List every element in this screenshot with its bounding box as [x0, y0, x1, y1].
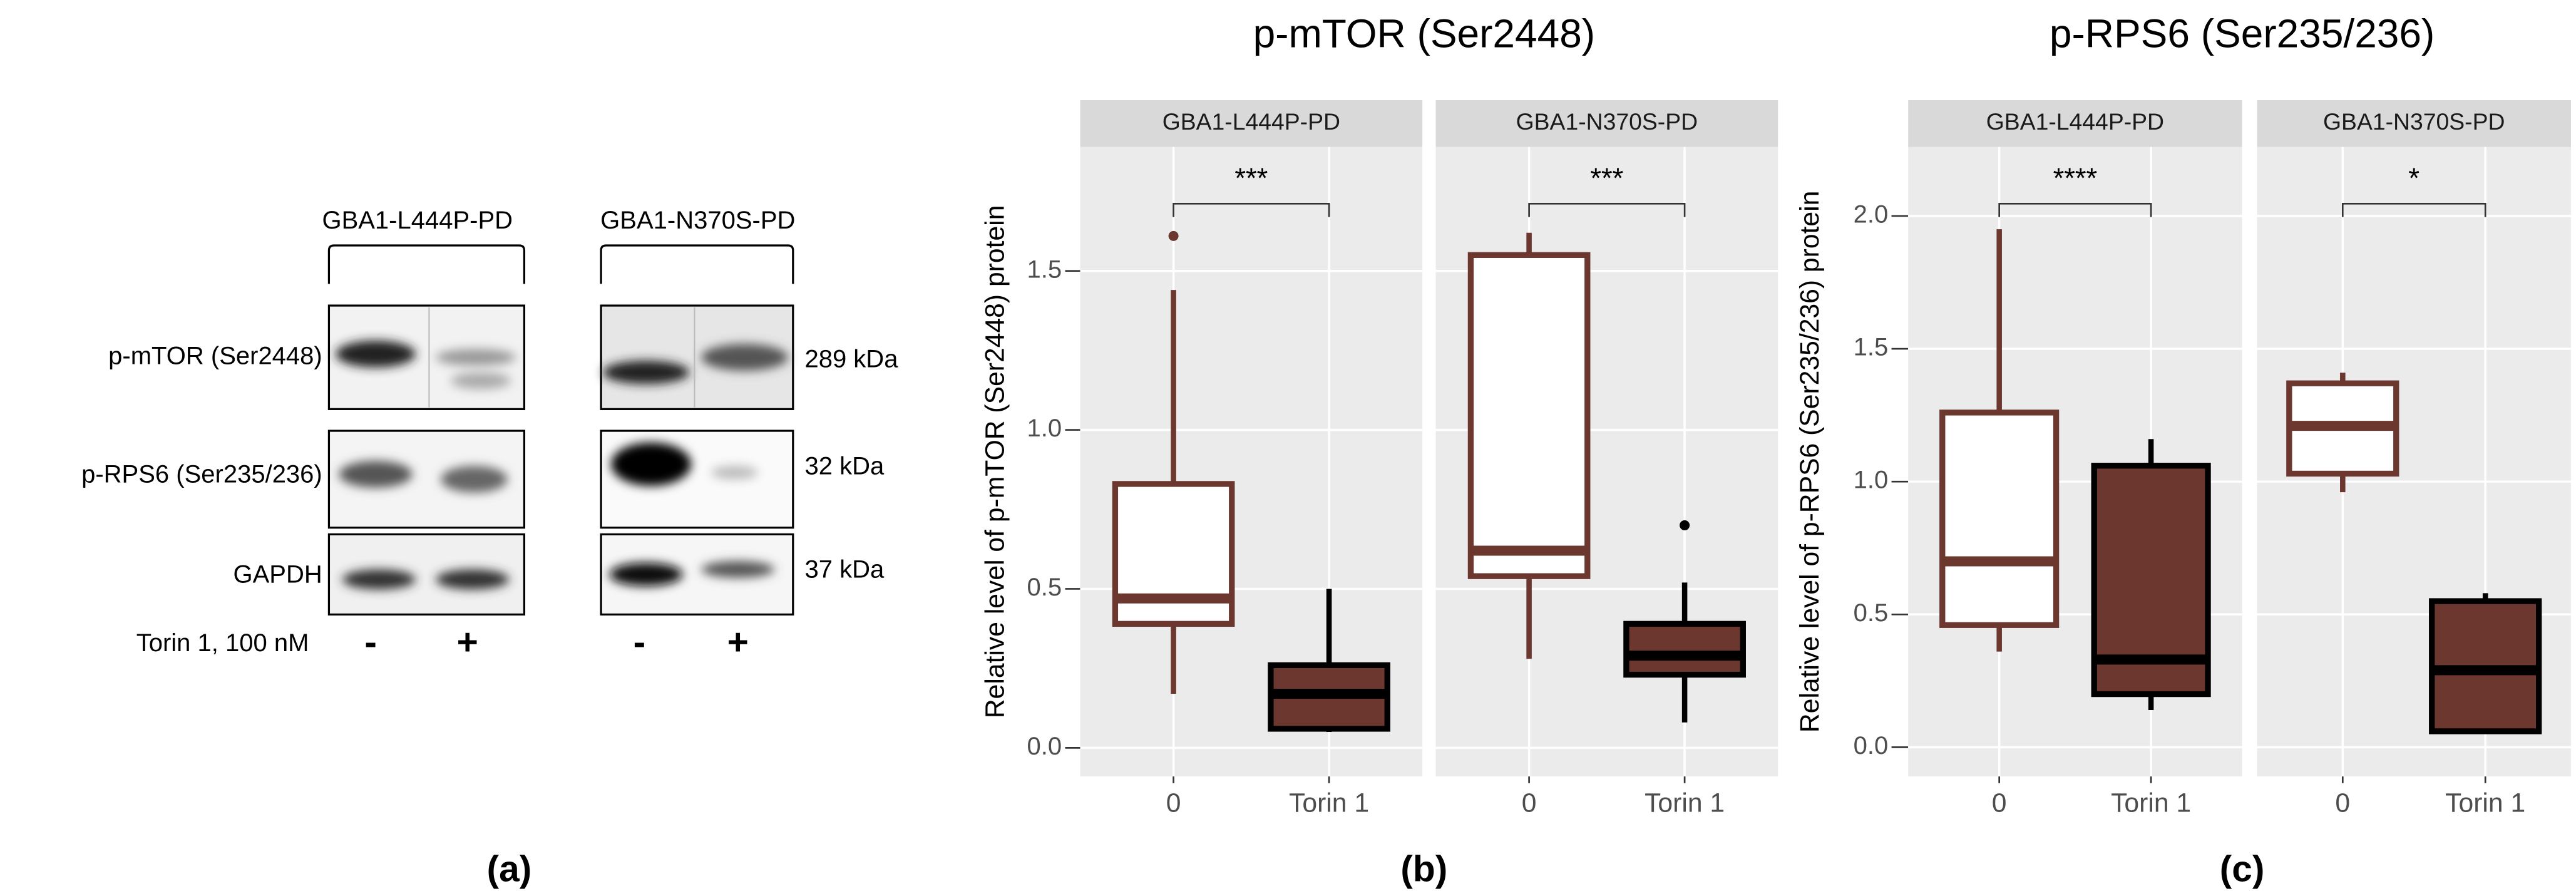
blot-image — [600, 533, 794, 615]
box — [1939, 409, 2060, 628]
blot-panel: GBA1-L444P-PD GBA1-N370S-PD p-mTOR (Ser2… — [81, 207, 898, 889]
x-tick-label: Torin 1 — [1289, 788, 1369, 818]
x-tick-label: Torin 1 — [1645, 788, 1725, 818]
bracket — [600, 244, 794, 284]
y-tick-label: 0.0 — [1027, 733, 1062, 760]
box — [1467, 252, 1591, 579]
y-tick-label: 0.5 — [1854, 599, 1889, 627]
bracket — [327, 244, 526, 284]
y-tick-label: 1.5 — [1027, 255, 1062, 283]
size-label: 37 kDa — [804, 556, 884, 584]
panel-label: (a) — [487, 849, 532, 890]
blot-image — [327, 430, 526, 529]
chart-title: p-RPS6 (Ser235/236) — [2050, 11, 2435, 56]
x-tick-label: Torin 1 — [2445, 788, 2525, 818]
panel-label: (c) — [2220, 849, 2265, 890]
facet-strip — [1080, 100, 1423, 147]
size-label: 32 kDa — [804, 452, 884, 480]
x-tick-label: 0 — [1992, 788, 2007, 818]
significance-bracket — [1998, 203, 2152, 217]
y-axis-label: Relative level of p-mTOR (Ser2448) prote… — [980, 205, 1010, 719]
lane-label: + — [727, 622, 749, 662]
significance-bracket — [2341, 203, 2486, 217]
facet-label: GBA1-N370S-PD — [2323, 108, 2505, 135]
blot-image — [327, 533, 526, 615]
y-tick-label: 2.0 — [1854, 201, 1889, 229]
x-tick-label: 0 — [2335, 788, 2350, 818]
significance-label: *** — [1590, 162, 1623, 194]
lane-label: + — [457, 622, 478, 662]
facet-strip — [1435, 100, 1778, 147]
significance-label: * — [2408, 162, 2419, 194]
size-label: 289 kDa — [804, 346, 898, 373]
x-tick-label: 0 — [1522, 788, 1537, 818]
facet-strip — [2257, 100, 2571, 147]
facet-label: GBA1-N370S-PD — [1516, 108, 1698, 135]
row-label: p-RPS6 (Ser235/236) — [81, 461, 322, 488]
x-tick-label: Torin 1 — [2111, 788, 2191, 818]
group-label: GBA1-N370S-PD — [600, 207, 795, 234]
significance-bracket — [1173, 203, 1330, 217]
significance-label: *** — [1234, 162, 1268, 194]
outlier — [1168, 230, 1179, 241]
treatment-label: Torin 1, 100 nM — [136, 629, 309, 657]
significance-bracket — [1528, 203, 1686, 217]
facet-strip — [1908, 100, 2242, 147]
blot-image — [600, 304, 794, 410]
y-axis-label: Relative level of p-RPS6 (Ser235/236) pr… — [1795, 191, 1825, 733]
lane-label: - — [364, 622, 377, 662]
row-label: GAPDH — [233, 561, 322, 589]
y-tick-label: 1.0 — [1854, 466, 1889, 494]
facet-label: GBA1-L444P-PD — [1162, 108, 1340, 135]
lane-label: - — [634, 622, 646, 662]
x-tick-label: 0 — [1166, 788, 1181, 818]
panel-label: (b) — [1400, 849, 1447, 890]
box — [1623, 621, 1746, 678]
y-tick-label: 0.5 — [1027, 574, 1062, 601]
group-label: GBA1-L444P-PD — [322, 207, 513, 234]
chart-title: p-mTOR (Ser2448) — [1253, 11, 1596, 56]
y-tick-label: 1.0 — [1027, 415, 1062, 442]
significance-label: **** — [2053, 162, 2098, 194]
y-tick-label: 1.5 — [1854, 334, 1889, 361]
row-label: p-mTOR (Ser2448) — [108, 342, 322, 369]
blot-image — [327, 304, 526, 410]
y-tick-label: 0.0 — [1854, 732, 1889, 760]
outlier — [1680, 520, 1690, 530]
blot-image — [600, 430, 794, 529]
facet-label: GBA1-L444P-PD — [1986, 108, 2164, 135]
